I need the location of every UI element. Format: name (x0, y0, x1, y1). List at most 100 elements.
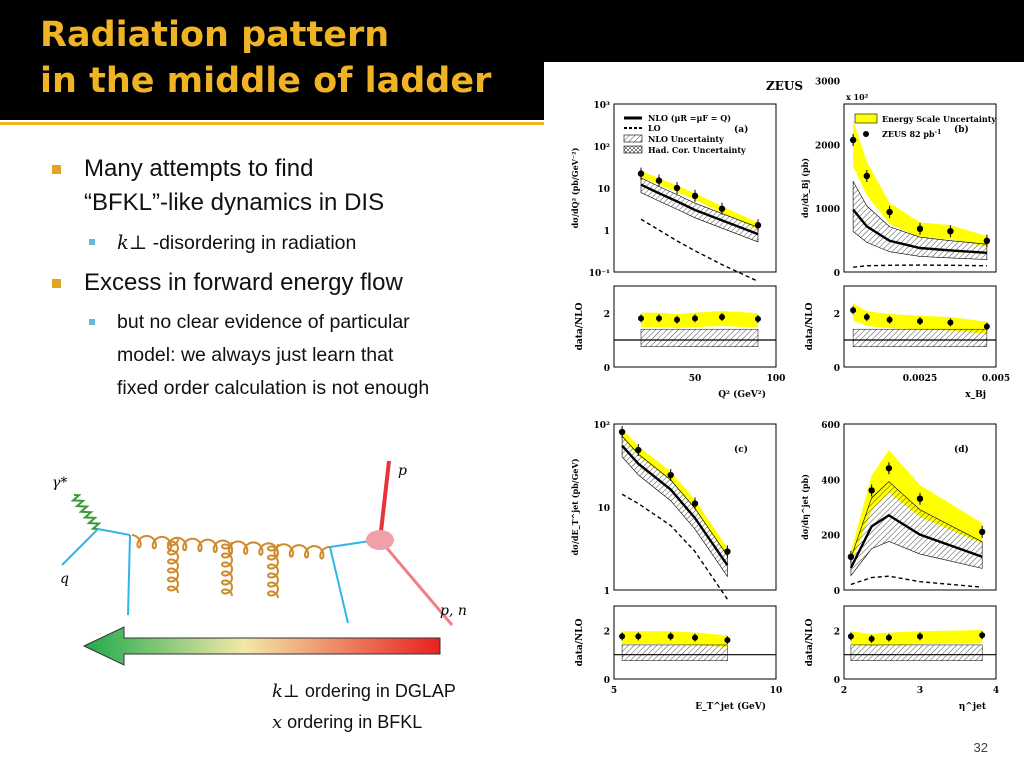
ytick-d: 600 (821, 421, 840, 431)
ratio-frame-b (843, 285, 997, 368)
ytick-c: 10 (597, 504, 610, 514)
ytick-a: 10 (597, 185, 610, 195)
ratio-point-c (667, 633, 674, 640)
data-point-d (868, 487, 875, 494)
nlo-line-b (852, 208, 987, 254)
ratio-xtick-d: 2 (841, 686, 847, 696)
ytick-c: 1 (604, 587, 610, 597)
ratio-point-b (983, 323, 990, 330)
quark-line-lower (61, 528, 99, 566)
ytick-a: 10³ (594, 101, 611, 111)
pn-label: p, n (440, 603, 467, 619)
ratio-point-b (863, 314, 870, 321)
bfkl-note: x ordering in BFKL (272, 707, 456, 738)
data-point-d (916, 495, 924, 502)
ratio-point-d (979, 632, 986, 639)
ordering-notes: k⊥ ordering in DGLAP x ordering in BFKL (272, 676, 456, 738)
bullet-forward-energy-text: Excess in forward energy flow (84, 269, 403, 296)
data-point-b (916, 225, 924, 232)
ratio-xlabel-a: Q² (GeV²) (718, 389, 766, 400)
plot-b: 0 1000 2000 3000 dσ/dx_Bj (pb) x 10² (b) (800, 77, 997, 279)
ytick-b: 0 (834, 269, 840, 279)
sub-bullet-evidence-line3: fixed order calculation is not enough (117, 377, 430, 399)
proton-blob (366, 530, 394, 550)
data-point-c (724, 548, 731, 555)
plot-a: 10⁻¹ 1 10 10² 10³ dσ/dQ² (pb/GeV⁻²) (a) (570, 101, 777, 282)
ratio-frame-a (613, 285, 777, 368)
ratio-nlo-band-d (850, 644, 983, 662)
data-point-b (886, 208, 893, 216)
nlo-line-d (849, 513, 983, 569)
nlo-line-c (621, 444, 729, 566)
ratio-frame-c (613, 605, 777, 680)
ratio-xtick-b: 0.005 (982, 374, 1010, 384)
legend-zeus82-marker (863, 131, 869, 137)
ratio-xlabel-c: E_T^jet (GeV) (695, 701, 766, 712)
legend-nlounc-text: NLO Uncertainty (648, 134, 724, 144)
ratio-ylabel-b: data/NLO (805, 302, 815, 350)
legend-left: NLO (μR =μF = Q) LO NLO Uncertainty Had.… (623, 113, 746, 155)
data-point-c (691, 500, 699, 507)
ratio-nlo-band-a (640, 328, 759, 348)
quark-rung-right (329, 546, 349, 624)
ratio-ylabel-a: data/NLO (575, 302, 585, 350)
ylabel-d: dσ/dη^jet (pb) (800, 474, 810, 540)
gluon-chain-horizontal (131, 534, 331, 560)
ratio-xtick-a: 100 (767, 374, 786, 384)
ratio-xtick-d: 4 (993, 686, 999, 696)
ratio-point-b (850, 307, 857, 314)
nlo-line-a (640, 183, 759, 236)
ratio-point-d (868, 635, 875, 642)
ratio-ytick-a: 2 (604, 310, 610, 320)
legend-zeus82-text: ZEUS 82 pb-1 (882, 129, 941, 139)
legend-right: Energy Scale Uncertainty ZEUS 82 pb-1 (854, 113, 996, 139)
ratio-point-c (724, 637, 731, 644)
bullet-list: Many attempts to find “BFKL”-like dynami… (50, 152, 540, 411)
kperp-symbol-2: k⊥ (272, 681, 300, 702)
bullet-bfkl-line1: Many attempts to find (84, 155, 314, 182)
ratio-point-c (635, 633, 642, 640)
data-point-b (983, 237, 991, 244)
panel-label-d: (d) (954, 444, 969, 455)
quark-line-upper (97, 528, 131, 536)
nlo-band-d (850, 481, 983, 577)
data-point-a (655, 177, 663, 184)
frame-b (843, 103, 997, 273)
data-point-b (947, 228, 954, 235)
sub-bullet-evidence: but no clear evidence of particular mode… (89, 306, 540, 405)
legend-energy-swatch (854, 113, 878, 124)
ytick-a: 10⁻¹ (589, 269, 610, 279)
ratio-plot-a: 0 2 50 100 data/NLO Q² (GeV²) (575, 285, 786, 400)
gamma-star-label: γ* (52, 475, 67, 491)
data-point-a (637, 170, 645, 177)
ratio-point-a (755, 315, 761, 322)
ratio-point-b (917, 318, 923, 325)
ratio-point-a (692, 315, 698, 322)
plot-d: 0 200 400 600 dσ/dη^jet (pb) (d) (800, 421, 997, 597)
ytick-c: 10² (594, 421, 611, 431)
plot-c: 1 10 10² dσ/dE_T^jet (pb/GeV) (c) (570, 421, 777, 600)
lo-line-d (850, 575, 983, 588)
ytick-d: 0 (834, 587, 840, 597)
frame-c (613, 423, 777, 591)
ratio-energy-band-c (622, 631, 728, 648)
ratio-point-d (847, 633, 854, 640)
data-point-c (635, 446, 642, 454)
ratio-ylabel-c: data/NLO (575, 618, 585, 666)
sub-bullet-evidence-line1: but no clear evidence of particular (117, 311, 410, 333)
ytick-d: 200 (821, 532, 840, 542)
title-line-2: in the middle of ladder (40, 61, 492, 101)
bullet-bfkl: Many attempts to find “BFKL”-like dynami… (50, 152, 540, 220)
data-point-c (667, 471, 674, 479)
energy-band-c (622, 428, 728, 558)
legend-hadunc-text: Had. Cor. Uncertainty (648, 145, 746, 155)
frame-d (843, 423, 997, 591)
header-underline (0, 122, 544, 125)
ratio-xtick-c: 5 (611, 686, 617, 696)
data-point-d (847, 553, 855, 560)
ratio-xtick-c: 10 (770, 686, 783, 696)
ratio-energy-band-a (641, 311, 758, 329)
p-label: p (398, 463, 407, 479)
ratio-ytick-b: 0 (834, 364, 840, 374)
